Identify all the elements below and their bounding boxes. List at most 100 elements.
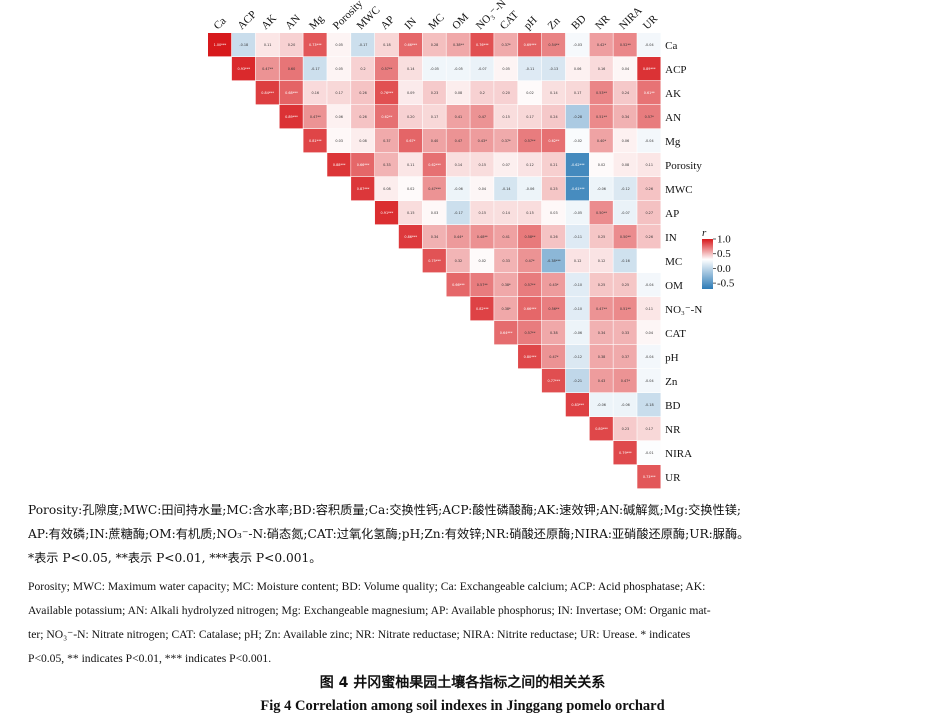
heatmap-cell-label: -0.18 — [239, 43, 248, 47]
heatmap-cell-no-n-nira — [613, 297, 637, 321]
heatmap-cell-ur-ur — [637, 465, 661, 489]
heatmap-cell-label: 0.26 — [550, 235, 558, 239]
heatmap-cell-porosity-ph — [518, 153, 542, 177]
heatmap-cell-an-mg — [303, 105, 327, 129]
heatmap-cell-no-n-ph — [518, 297, 542, 321]
heatmap-cell-cat-ph — [518, 321, 542, 345]
heatmap-cell-label: 0.15 — [526, 211, 534, 215]
heatmap-cell-mwc-om — [446, 177, 470, 201]
heatmap-cell-label: 0.34 — [431, 235, 439, 239]
heatmap-cell-label: -0.01 — [645, 451, 654, 455]
heatmap-cell-acp-ph — [518, 57, 542, 81]
heatmap-cell-label: 0.05 — [335, 43, 343, 47]
heatmap-cell-label: -0.28 — [573, 115, 582, 119]
heatmap-cell-cat-zn — [541, 321, 566, 345]
heatmap-cell-label: 0.2 — [360, 67, 365, 71]
heatmap-cell-label: 0.06 — [574, 67, 582, 71]
heatmap-cell-label: 0.66*** — [524, 307, 537, 311]
heatmap-cell-label: 0.26 — [359, 115, 367, 119]
heatmap-cell-in-in — [398, 225, 423, 249]
heatmap-cell-label: 0.11 — [264, 43, 272, 47]
heatmap-cell-label: 0.17 — [526, 115, 534, 119]
row-label-mc: MC — [665, 256, 682, 268]
heatmap-cell-an-nira — [613, 105, 637, 129]
heatmap-cell-ph-ur — [637, 345, 661, 369]
heatmap-cell-no-n-no-n — [470, 297, 494, 321]
heatmap-cell-porosity-nr — [589, 153, 613, 177]
heatmap-cell-in-no-n — [470, 225, 494, 249]
heatmap-cell-label: 0.07 — [502, 163, 510, 167]
heatmap-cell-label: -0.03 — [573, 43, 582, 47]
heatmap-cell-label: 0.06 — [335, 115, 343, 119]
heatmap-cells: 1.00*** -0.18 0.11 0.20 0.73*** 0.05 -0.17 0.18… — [208, 33, 661, 489]
heatmap-cell-ph-nira — [613, 345, 637, 369]
heatmap-cell-label: 0.52** — [620, 43, 631, 47]
heatmap-cell-mc-nira — [613, 249, 637, 273]
heatmap-cell-label: 0.05 — [502, 67, 510, 71]
heatmap-cell-porosity-in — [398, 153, 423, 177]
heatmap-cell-label: 0.15 — [478, 211, 486, 215]
heatmap-cell-label: 0.27 — [645, 211, 653, 215]
heatmap-cell-an-zn — [541, 105, 566, 129]
heatmap-cell-label: 0.57** — [381, 67, 392, 71]
heatmap-cell-ap-cat — [494, 201, 518, 225]
heatmap-cell-label: 0.12 — [598, 259, 606, 263]
heatmap-cell-label: 0.20 — [502, 91, 510, 95]
heatmap-cell-label: -0.17 — [454, 211, 463, 215]
heatmap-cell-acp-zn — [541, 57, 566, 81]
heatmap-cell-an-bd — [565, 105, 589, 129]
heatmap-cell-ak-bd — [565, 81, 589, 105]
heatmap-cell-label: 0.76*** — [381, 91, 394, 95]
heatmap-cell-label: 0.80*** — [524, 355, 537, 359]
heatmap-cell-label: 0.14 — [502, 211, 510, 215]
heatmap-cell-mg-no-n — [470, 129, 494, 153]
heatmap-cell-label: 0.23 — [431, 91, 439, 95]
heatmap-cell-label: 0.08 — [359, 139, 367, 143]
heatmap-cell-mc-zn — [541, 249, 566, 273]
heatmap-cell-label: 0.38* — [502, 307, 512, 311]
heatmap-cell-ca-ur — [637, 33, 661, 57]
heatmap-cell-porosity-mc — [422, 153, 446, 177]
heatmap-cell-label: 0.25 — [598, 283, 606, 287]
heatmap-cell-label: 0.05 — [335, 67, 343, 71]
heatmap-cell-label: 0.48** — [477, 235, 488, 239]
heatmap-cell-label: 0.80*** — [595, 427, 608, 431]
column-label-nr: NR — [593, 12, 613, 32]
heatmap-cell-ap-no-n — [470, 201, 494, 225]
heatmap-cell-label: 0.34 — [598, 331, 606, 335]
heatmap-cell-label: 0.03 — [335, 139, 343, 143]
heatmap-cell-label: 0.50** — [596, 211, 607, 215]
column-label-an: AN — [283, 12, 303, 32]
heatmap-cell-label: 0.20 — [407, 115, 415, 119]
heatmap-cell-label: 0.47** — [596, 307, 607, 311]
heatmap-cell-ca-ph — [518, 33, 542, 57]
heatmap-cell-label: -0.04 — [645, 379, 654, 383]
heatmap-cell-ap-ph — [518, 201, 542, 225]
heatmap-cell-om-bd — [565, 273, 589, 297]
heatmap-cell-label: 0.11 — [407, 163, 415, 167]
heatmap-cell-an-cat — [494, 105, 518, 129]
heatmap-cell-porosity-ap — [374, 153, 399, 177]
heatmap-cell-no-n-nr — [589, 297, 613, 321]
heatmap-cell-label: 0.54** — [548, 43, 559, 47]
row-label-ca: Ca — [665, 40, 677, 52]
heatmap-cell-label: 0.33 — [383, 163, 391, 167]
heatmap-cell-label: 0.43* — [478, 139, 488, 143]
heatmap-cell-no-n-cat — [494, 297, 518, 321]
legend-note-en-4: P<0.05, ** indicates P<0.01, *** indicat… — [28, 652, 272, 665]
heatmap-cell-ca-porosity — [327, 33, 351, 57]
heatmap-cell-ca-ak — [255, 33, 279, 57]
heatmap-cell-label: 0.37 — [383, 139, 391, 143]
heatmap-cell-ap-in — [398, 201, 423, 225]
heatmap-cell-porosity-om — [446, 153, 470, 177]
heatmap-cell-label: 0.43 — [598, 379, 606, 383]
column-label-om: OM — [450, 11, 471, 32]
heatmap-cell-label: 0.79*** — [619, 451, 632, 455]
heatmap-cell-acp-nr — [589, 57, 613, 81]
row-label-zn: Zn — [665, 376, 678, 388]
heatmap-cell-om-om — [446, 273, 470, 297]
heatmap-cell-zn-bd — [565, 369, 589, 393]
heatmap-cell-label: 0.67* — [406, 139, 416, 143]
heatmap-cell-label: 0.12 — [574, 259, 582, 263]
heatmap-cell-label: 0.34 — [622, 115, 630, 119]
